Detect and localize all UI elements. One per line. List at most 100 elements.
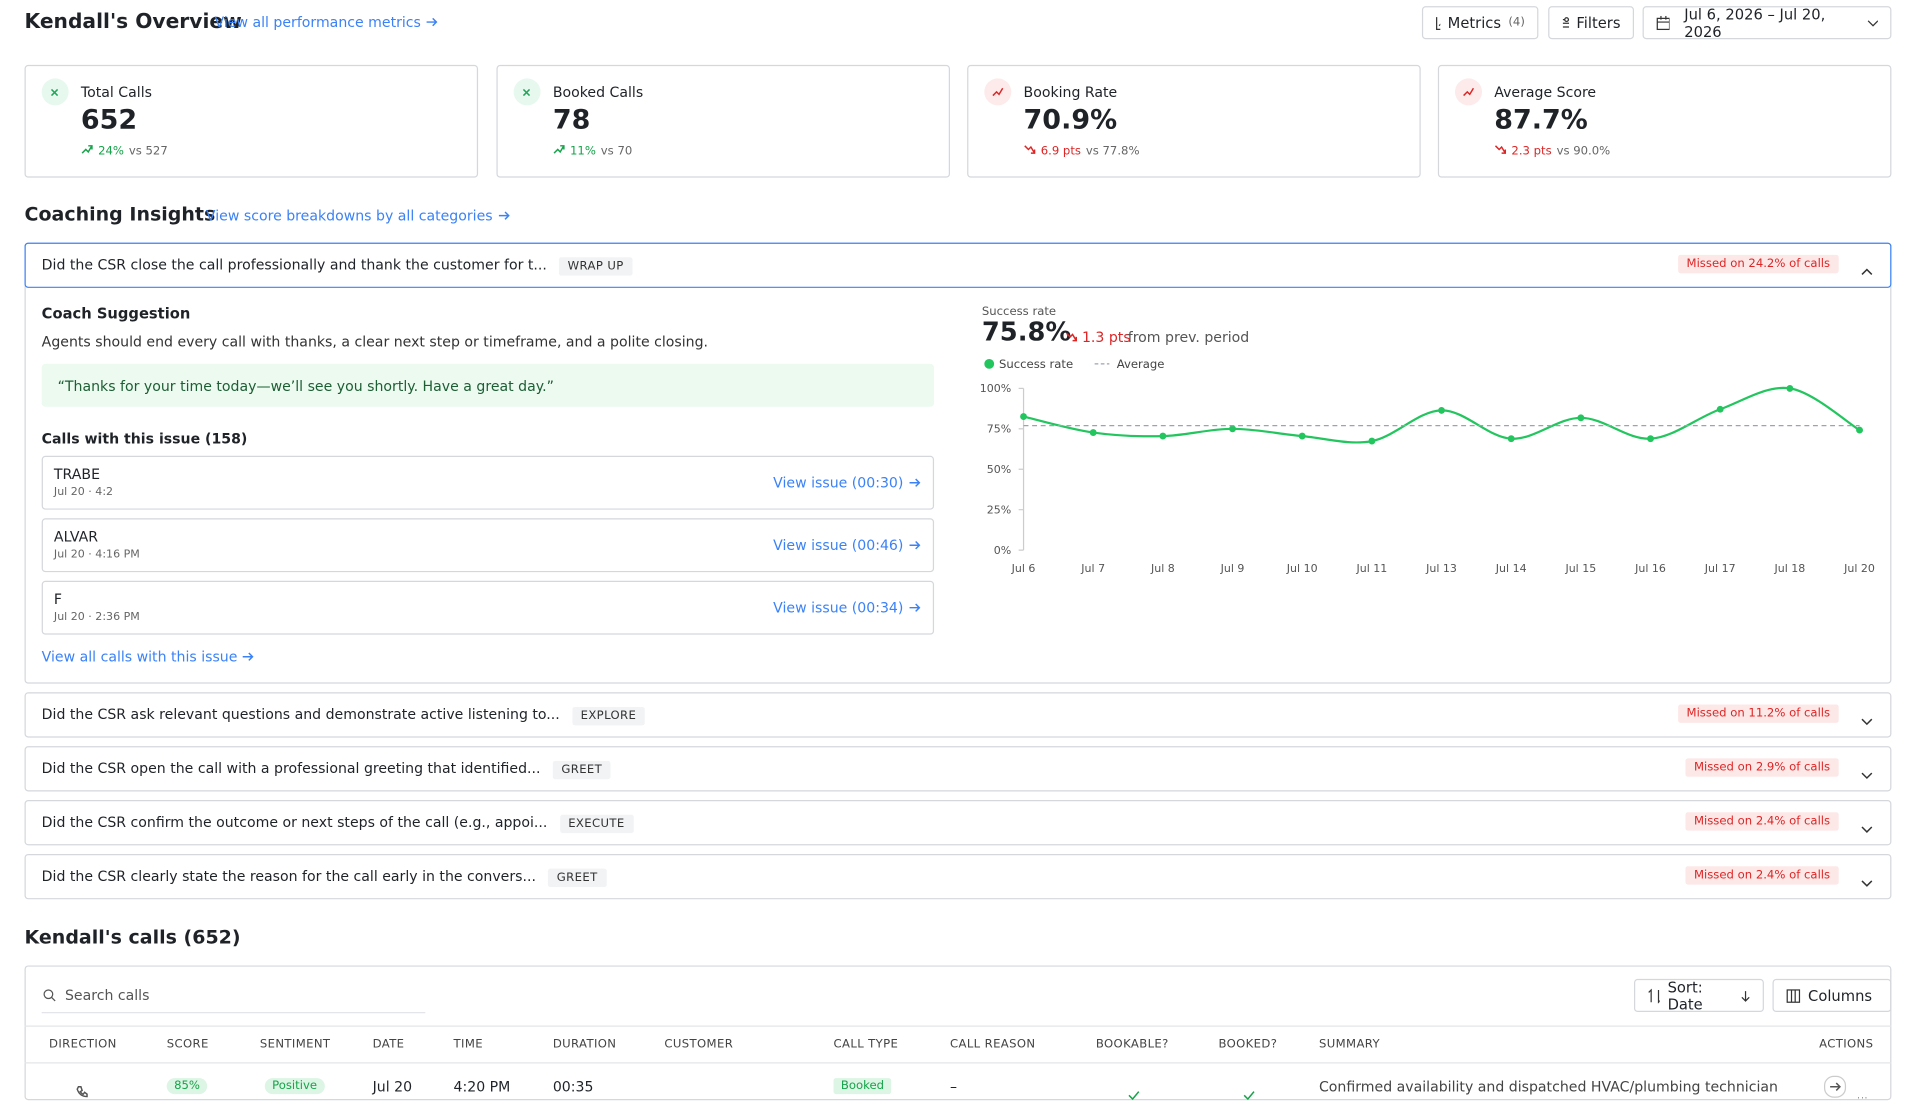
kpi-change: 11% vs 70 (553, 143, 632, 158)
kpi-card (496, 64, 950, 178)
x-tick-label: Jul 16 (1634, 562, 1666, 575)
metrics-link[interactable]: View all performance metrics (215, 13, 438, 31)
kpi-value: 652 (80, 105, 138, 136)
date-cell: Jul 20 (372, 1078, 413, 1096)
down-icon (1741, 990, 1751, 1002)
icon-path (1494, 145, 1507, 154)
change-text: 6.9 pts (1040, 144, 1081, 159)
success-line (1023, 386, 1861, 444)
quote-box (41, 363, 935, 407)
kpi-label: Total Calls (80, 83, 152, 101)
icon (1861, 772, 1873, 780)
kpi-label: Average Score (1494, 83, 1597, 101)
change-text: 11% (569, 144, 596, 159)
view-issue[interactable]: View issue (00:34) (773, 599, 921, 616)
filters-button[interactable]: Filters (1548, 6, 1634, 40)
date-picker[interactable]: Jul 6, 2026 – Jul 20, 2026 (1642, 5, 1892, 40)
icon-path (1861, 826, 1873, 833)
icon (498, 211, 510, 220)
open-button[interactable] (1823, 1075, 1847, 1098)
missed-badge: Missed on 2.9% of calls (1685, 758, 1839, 777)
icon-path (909, 541, 921, 550)
question-text: Did the CSR open the call with a profess… (41, 759, 541, 777)
icon (553, 145, 565, 154)
search-underline (41, 1012, 426, 1014)
missed-badge: Missed on 2.4% of calls (1685, 812, 1839, 831)
insight-question: Did the CSR confirm the outcome or next … (42, 814, 634, 834)
view-issue[interactable]: View issue (00:46) (773, 537, 921, 554)
data-point (1786, 384, 1794, 392)
sort-icon (1648, 988, 1661, 1003)
metrics-button[interactable]: Metrics (4) (1421, 6, 1539, 40)
x-tick-label: Jul 13 (1425, 562, 1457, 575)
y-tick-label: 100% (980, 382, 1012, 395)
quote: “Thanks for your time today—we’ll see yo… (57, 377, 554, 395)
columns-button[interactable]: Columns (1772, 978, 1892, 1013)
x-tick-label: Jul 18 (1773, 562, 1805, 575)
column-header: SUMMARY (1318, 1037, 1380, 1052)
compare-text: vs 70 (600, 144, 633, 159)
insight-tag: EXECUTE (559, 814, 634, 834)
icon-path (1243, 1091, 1255, 1101)
column-header: DIRECTION (49, 1037, 117, 1052)
search-input[interactable]: Search calls (64, 986, 150, 1004)
insight-row[interactable] (24, 746, 1892, 792)
issue-call (41, 518, 935, 573)
data-point (1159, 432, 1167, 440)
insight-tag: WRAP UP (559, 257, 633, 276)
breakdown-link[interactable]: View score breakdowns by all categories (206, 207, 510, 224)
icon (1065, 332, 1077, 342)
column-header: CALL REASON (949, 1037, 1036, 1052)
x-tick-label: Jul 17 (1704, 562, 1736, 575)
sort-button[interactable]: Sort: Date (1633, 978, 1764, 1013)
icon (81, 145, 93, 154)
icon (909, 478, 921, 487)
icon-path (50, 88, 59, 97)
column-header: DURATION (552, 1037, 617, 1052)
icon-path (1128, 1091, 1140, 1101)
insight-row[interactable] (24, 692, 1892, 738)
calendar-icon (1656, 15, 1670, 30)
filter-icon (1562, 16, 1570, 27)
chart-change-note: from prev. period (1127, 328, 1250, 346)
icon (426, 17, 438, 27)
x-tick-label: Jul 11 (1355, 562, 1387, 575)
insight-row[interactable] (24, 242, 1892, 288)
icon-path (1861, 880, 1873, 887)
kpi-card (967, 64, 1421, 178)
kpi-value: 87.7% (1494, 105, 1588, 136)
icon-path (81, 145, 93, 154)
question-text: Did the CSR ask relevant questions and d… (41, 705, 560, 723)
all-calls-link[interactable]: View all calls with this issue (42, 648, 254, 665)
y-tick-label: 25% (987, 503, 1011, 516)
insight-question: Did the CSR close the call professionall… (42, 256, 633, 276)
view-issue[interactable]: View issue (00:30) (773, 474, 921, 492)
insight-row[interactable] (24, 800, 1892, 846)
link-text: View issue (00:30) (773, 474, 904, 492)
button-label: Sort: Date (1667, 978, 1703, 1013)
icon-path (909, 603, 921, 612)
missed-badge: Missed on 24.2% of calls (1677, 254, 1839, 274)
arrow-icon (497, 207, 510, 224)
insight-row[interactable] (24, 853, 1892, 900)
section-title: Coaching Insights (24, 203, 216, 226)
direction-icon (76, 1078, 88, 1101)
chart-change: 1.3 pts (1065, 328, 1131, 346)
column-header: ACTIONS (1819, 1037, 1874, 1052)
count: (4) (1508, 15, 1525, 30)
search-icon (43, 989, 56, 1002)
score-badge: 85% (166, 1078, 208, 1095)
column-header: CALL TYPE (833, 1037, 899, 1052)
change-text: 24% (98, 144, 124, 159)
compare-text: vs 77.8% (1085, 144, 1140, 159)
caller-name: ALVAR (53, 528, 99, 546)
columns-icon (1786, 988, 1801, 1003)
y-tick-label: 0% (994, 544, 1011, 557)
trend-icon (1065, 328, 1077, 345)
calls-issue-title: Calls with this issue (158) (41, 430, 248, 448)
chevron (1861, 870, 1873, 893)
date-text: Jul 6, 2026 – Jul 20, 2026 (1684, 5, 1826, 40)
column-header: SCORE (166, 1037, 209, 1052)
